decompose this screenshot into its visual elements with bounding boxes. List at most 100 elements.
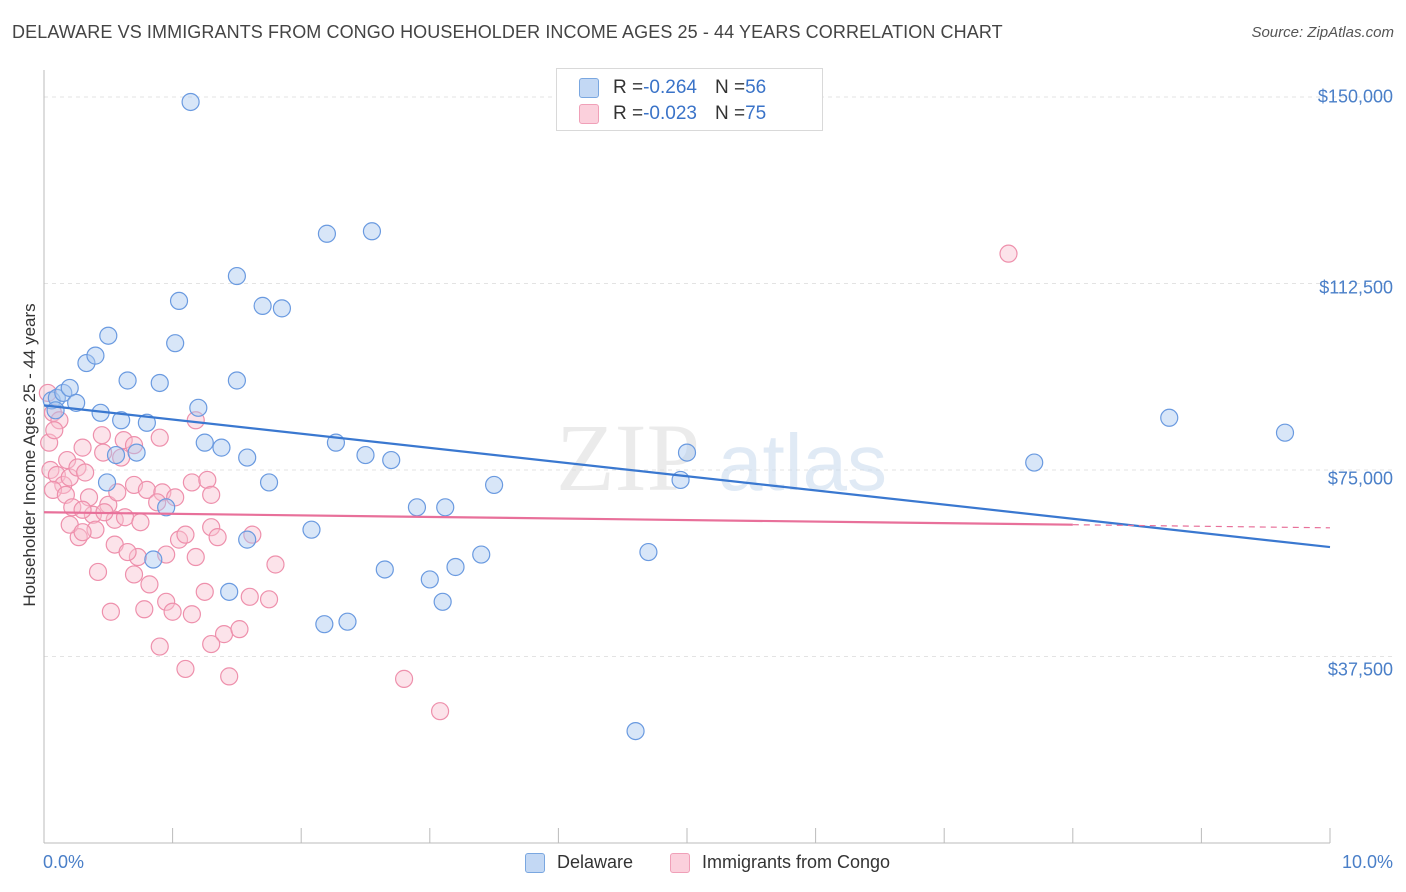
legend-r-label: R = bbox=[613, 77, 644, 98]
congo-point bbox=[186, 547, 205, 567]
delaware-swatch bbox=[525, 852, 545, 873]
delaware-point bbox=[639, 542, 658, 562]
congo-point bbox=[198, 470, 217, 490]
congo-point bbox=[208, 528, 227, 547]
delaware-trend-line bbox=[43, 404, 1331, 549]
y-axis-label: Householder Income Ages 25 - 44 years bbox=[20, 303, 39, 607]
congo-point bbox=[73, 438, 92, 457]
delaware-point bbox=[626, 721, 645, 741]
delaware-point bbox=[86, 346, 105, 365]
congo-point bbox=[83, 505, 102, 524]
congo-point bbox=[430, 702, 450, 721]
delaware-point bbox=[181, 92, 200, 112]
congo-point bbox=[259, 590, 279, 609]
delaware-point bbox=[150, 373, 169, 393]
congo-point bbox=[58, 450, 77, 470]
congo-point bbox=[220, 667, 239, 686]
delaware-point bbox=[436, 498, 455, 517]
delaware-point bbox=[97, 473, 117, 492]
delaware-point bbox=[106, 445, 126, 465]
bottom-legend-congo: Immigrants from Congo bbox=[670, 852, 890, 873]
congo-point bbox=[240, 587, 259, 606]
congo-point bbox=[124, 436, 144, 455]
watermark: ZIP atlas bbox=[556, 404, 887, 511]
congo-point bbox=[73, 500, 92, 519]
congo-point bbox=[76, 463, 95, 482]
congo-trend-line bbox=[43, 511, 1073, 526]
watermark-atlas: atlas bbox=[718, 418, 887, 507]
delaware-swatch bbox=[579, 78, 599, 98]
congo-point bbox=[101, 602, 120, 621]
congo-swatch bbox=[670, 852, 690, 873]
y-tick-label: $75,000 bbox=[1327, 468, 1393, 489]
congo-point bbox=[92, 426, 111, 445]
congo-point bbox=[148, 493, 167, 512]
congo-point bbox=[88, 562, 108, 582]
delaware-point bbox=[112, 411, 131, 430]
delaware-point bbox=[212, 438, 231, 457]
congo-point bbox=[135, 600, 154, 619]
congo-point bbox=[176, 525, 195, 544]
congo-point bbox=[182, 605, 201, 624]
delaware-point bbox=[446, 557, 465, 577]
delaware-point bbox=[433, 592, 452, 611]
delaware-point bbox=[118, 371, 137, 390]
congo-point bbox=[157, 592, 176, 611]
delaware-point bbox=[144, 550, 163, 569]
delaware-point bbox=[259, 473, 279, 492]
legend-r-value: -0.264 bbox=[643, 77, 697, 98]
y-tick-label: $150,000 bbox=[1317, 86, 1393, 107]
congo-point bbox=[999, 244, 1018, 263]
legend-row-congo: R = -0.023 N = 75 bbox=[579, 103, 766, 125]
delaware-point bbox=[485, 475, 504, 495]
delaware-point bbox=[272, 299, 292, 318]
delaware-point bbox=[472, 545, 491, 564]
delaware-point bbox=[1025, 453, 1044, 472]
delaware-point bbox=[315, 615, 334, 634]
delaware-point bbox=[169, 291, 189, 311]
congo-point bbox=[202, 634, 221, 654]
delaware-point bbox=[189, 398, 208, 417]
axes bbox=[43, 70, 1331, 844]
congo-point bbox=[131, 513, 150, 532]
congo-point bbox=[50, 411, 69, 430]
congo-point bbox=[150, 637, 169, 656]
delaware-point bbox=[420, 570, 439, 589]
grid-lines bbox=[44, 96, 1396, 657]
delaware-point bbox=[127, 443, 146, 462]
x-tick-label: 10.0% bbox=[1341, 852, 1393, 872]
congo-point bbox=[150, 428, 169, 447]
bottom-legend-delaware: Delaware bbox=[525, 852, 633, 873]
delaware-point bbox=[1160, 408, 1179, 427]
congo-point bbox=[114, 431, 133, 450]
legend-row-delaware: R = -0.264 N = 56 bbox=[579, 77, 766, 99]
y-tick-label: $112,500 bbox=[1319, 277, 1393, 298]
delaware-point bbox=[157, 498, 176, 517]
congo-point bbox=[137, 480, 156, 499]
congo-point bbox=[202, 518, 221, 537]
congo-point bbox=[140, 575, 159, 594]
delaware-point bbox=[227, 371, 246, 390]
delaware-point bbox=[407, 498, 427, 517]
legend-r-value: -0.023 bbox=[643, 103, 697, 124]
congo-point bbox=[124, 565, 144, 584]
delaware-point bbox=[195, 433, 214, 452]
congo-point bbox=[182, 473, 201, 492]
delaware-point bbox=[67, 393, 86, 412]
x-tick-label: 0.0% bbox=[43, 852, 85, 872]
congo-swatch bbox=[579, 104, 599, 124]
delaware-point bbox=[227, 266, 246, 286]
delaware-point bbox=[253, 296, 272, 315]
delaware-point bbox=[99, 326, 118, 345]
delaware-point bbox=[356, 445, 375, 465]
delaware-point bbox=[317, 224, 337, 243]
delaware-point bbox=[1275, 423, 1295, 442]
delaware-point bbox=[375, 560, 394, 579]
trend-lines bbox=[43, 404, 1331, 549]
congo-point bbox=[394, 669, 414, 688]
delaware-point bbox=[238, 448, 257, 467]
congo-point bbox=[128, 547, 147, 567]
congo-point bbox=[266, 555, 285, 574]
delaware-point bbox=[302, 520, 321, 539]
